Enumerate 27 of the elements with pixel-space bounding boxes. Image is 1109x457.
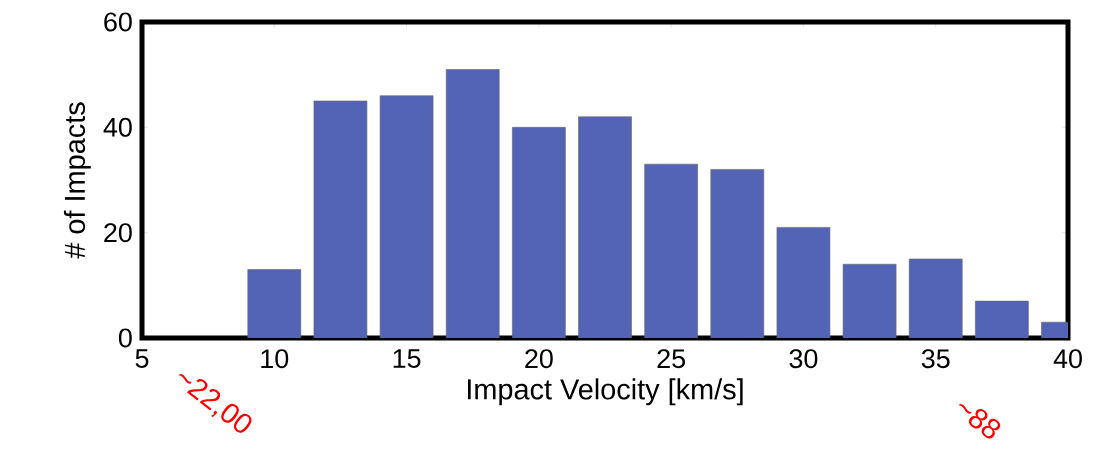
- bar: [644, 163, 698, 338]
- x-tick-label: 35: [921, 349, 950, 369]
- x-tick-label: 20: [525, 349, 553, 369]
- bar: [313, 100, 368, 338]
- x-tick-label: 25: [657, 349, 685, 369]
- x-axis-title: Impact Velocity [km/s]: [468, 378, 743, 406]
- y-tick-label: 20: [104, 223, 132, 243]
- y-tick-label: 40: [103, 117, 132, 137]
- bar: [710, 169, 765, 338]
- y-tick-label: 60: [104, 12, 132, 32]
- bar: [908, 258, 963, 338]
- x-tick-label: 15: [393, 349, 421, 368]
- x-tick-label: 30: [789, 349, 818, 369]
- bar: [842, 263, 897, 338]
- x-tick-label: 40: [1053, 349, 1082, 369]
- x-tick-label: 10: [261, 349, 289, 369]
- bar: [247, 269, 302, 338]
- bar: [445, 69, 500, 338]
- text: ~88: [958, 403, 1001, 439]
- y-tick-label: 0: [118, 328, 132, 348]
- y-axis-title: # of Impacts: [63, 102, 91, 259]
- bar: [776, 227, 831, 338]
- bar: [512, 127, 566, 338]
- x-tick-label: 5: [135, 349, 149, 368]
- bar: [578, 116, 632, 338]
- bar: [379, 95, 434, 338]
- bar: [975, 300, 1029, 338]
